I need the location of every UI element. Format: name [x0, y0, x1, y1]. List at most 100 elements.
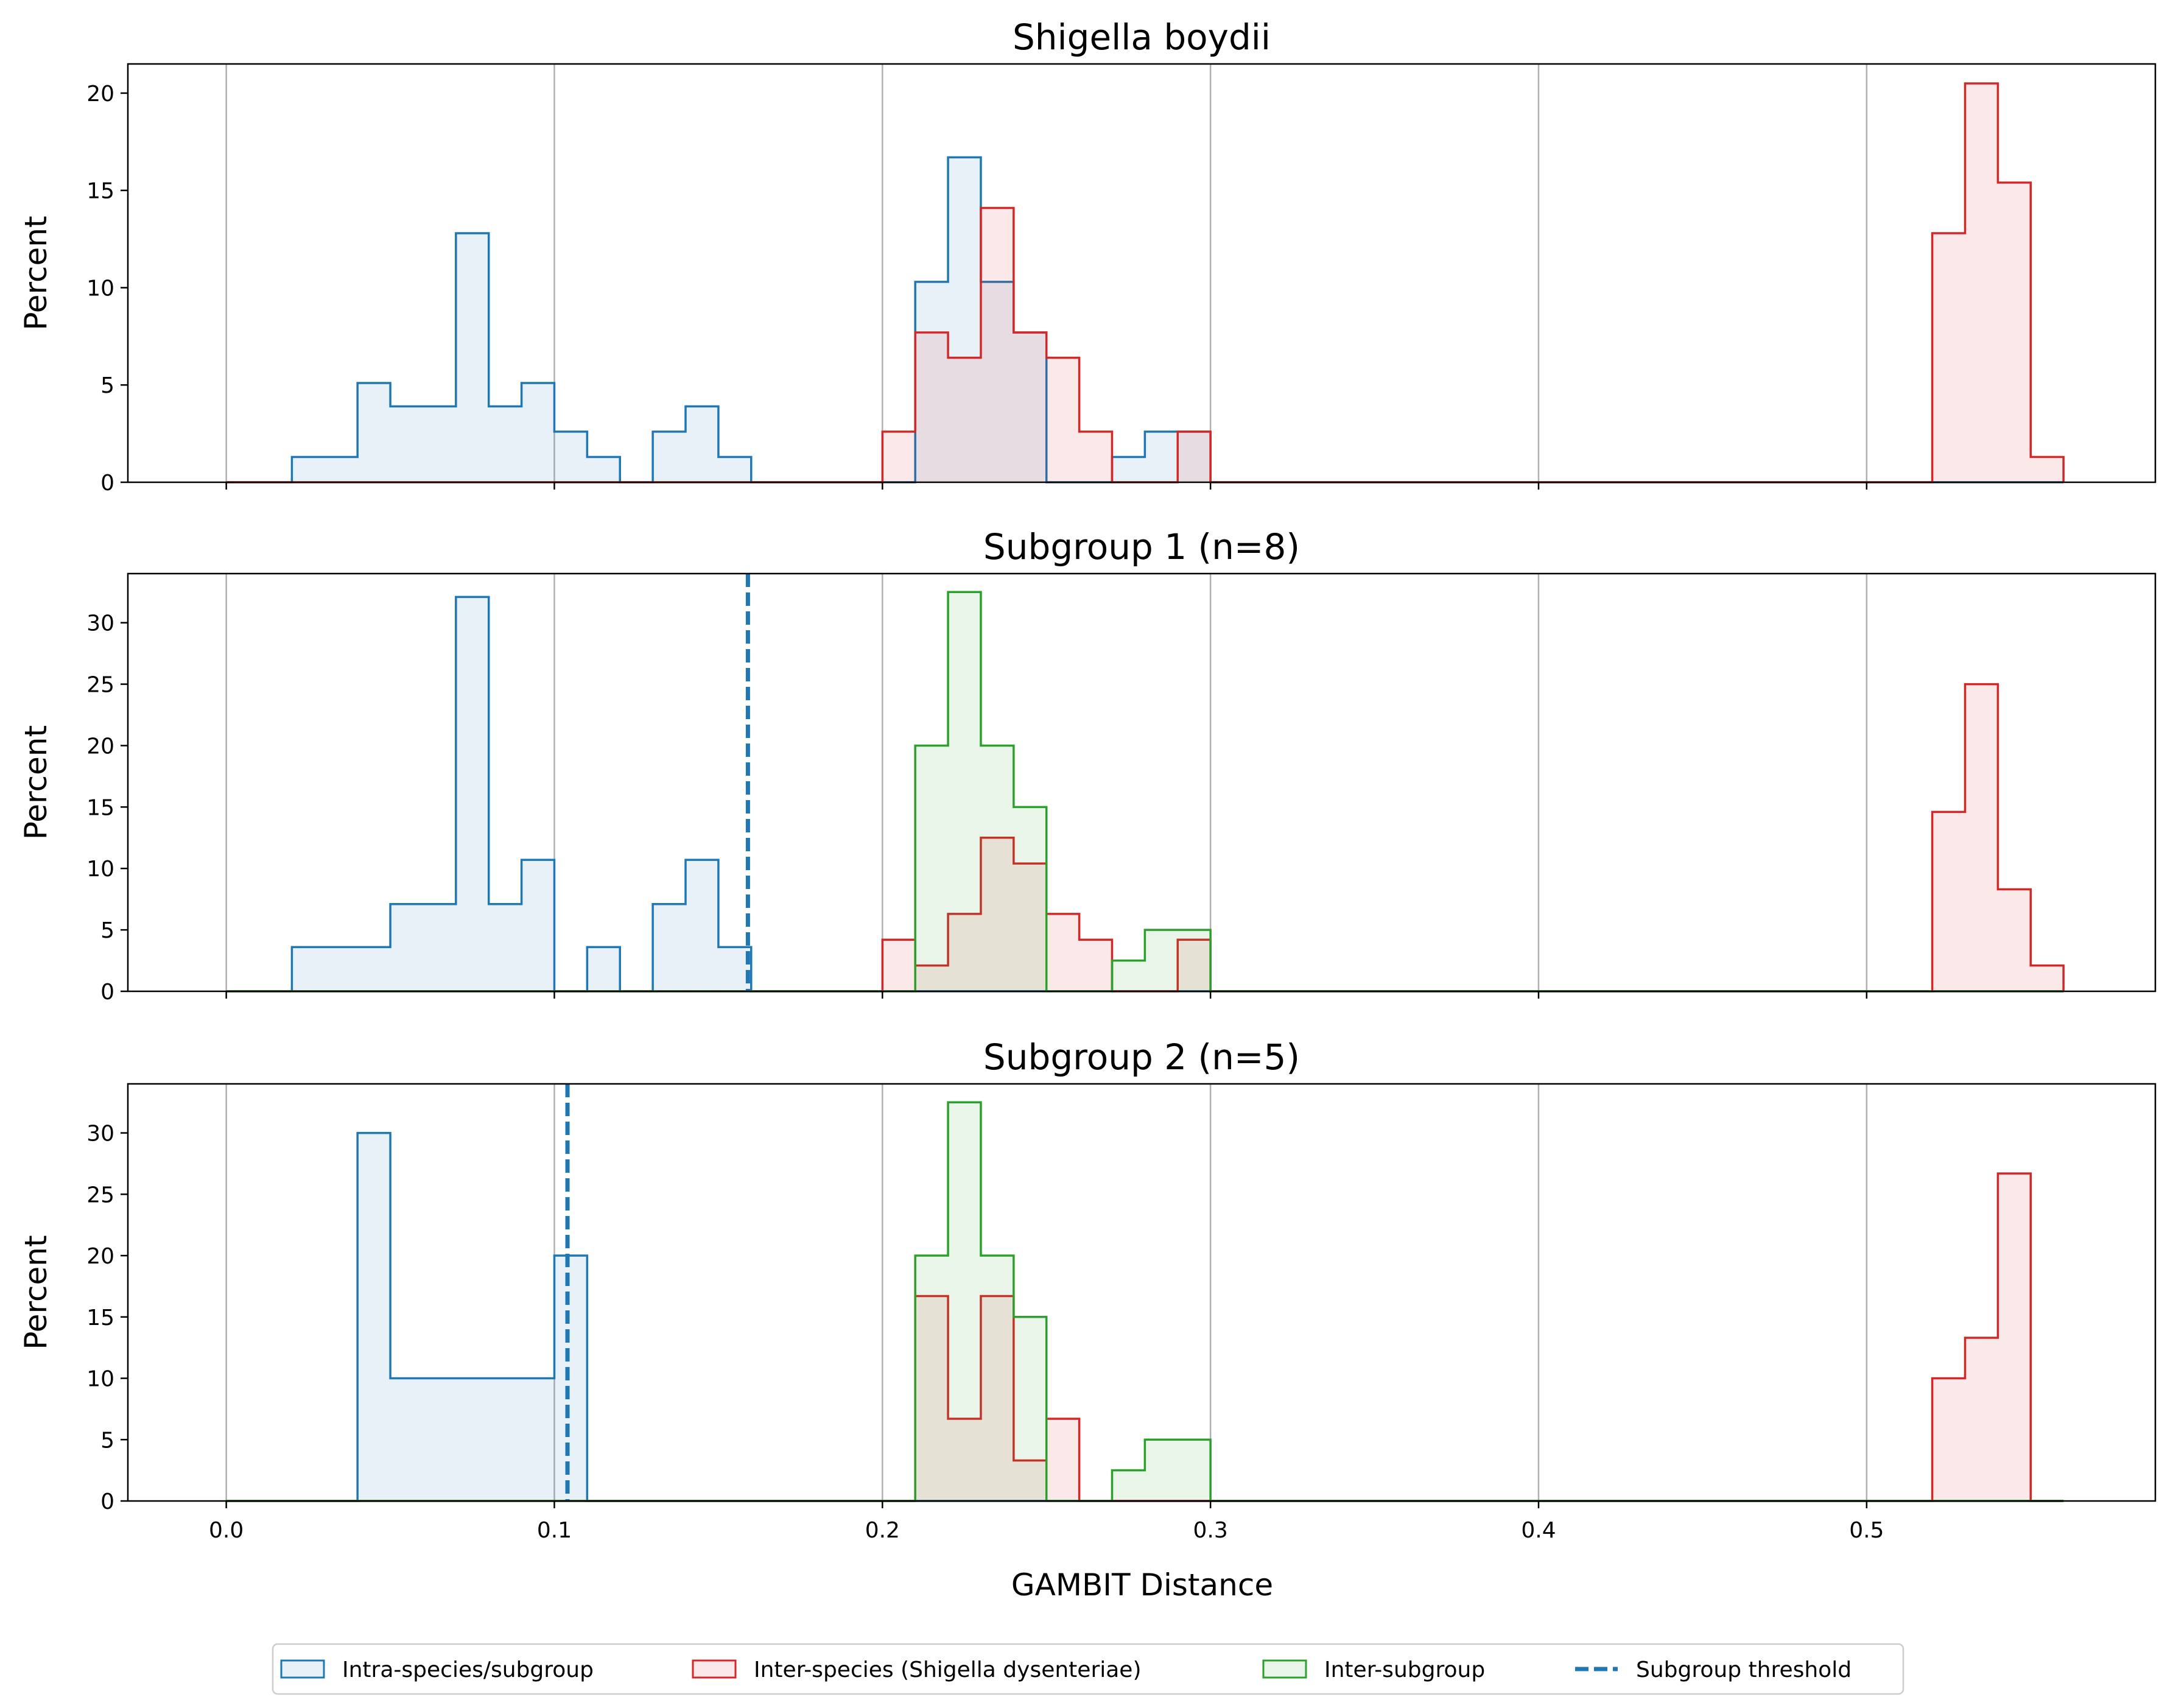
bar	[915, 1256, 949, 1501]
bar	[521, 383, 555, 482]
bar	[1178, 431, 1211, 482]
bar	[718, 457, 751, 482]
bar	[1932, 812, 1965, 991]
panel-title: Subgroup 2 (n=5)	[983, 1036, 1300, 1078]
bar	[686, 406, 718, 482]
bar	[423, 406, 456, 482]
series-inter_species	[226, 82, 2065, 483]
bar	[1965, 1338, 1998, 1501]
legend-item-intra: Intra-species/subgroup	[280, 1657, 594, 1682]
bar	[1145, 431, 1178, 482]
bar	[980, 1256, 1014, 1501]
y-tick-label: 25	[86, 1183, 114, 1207]
bar	[390, 406, 423, 482]
legend-item-threshold: Subgroup threshold	[1575, 1657, 1852, 1682]
bar	[980, 837, 1014, 991]
bar	[423, 904, 456, 991]
bar	[455, 597, 489, 991]
series-inter_species	[226, 683, 2065, 993]
bar	[1013, 1316, 1047, 1501]
bar	[1178, 930, 1211, 991]
legend-label: Intra-species/subgroup	[342, 1657, 594, 1682]
bar	[915, 281, 949, 482]
bar	[1013, 332, 1047, 482]
bar	[653, 431, 686, 482]
y-tick-label: 5	[100, 373, 114, 398]
bar	[325, 457, 358, 482]
legend-swatch	[692, 1659, 737, 1679]
bar	[980, 1296, 1014, 1501]
y-tick-label: 10	[86, 857, 114, 882]
bar	[521, 1378, 555, 1501]
bar	[915, 332, 949, 482]
y-tick-label: 20	[86, 1244, 114, 1269]
bar	[1112, 457, 1145, 482]
bar	[948, 592, 981, 991]
bar	[882, 940, 916, 991]
bar	[980, 281, 1014, 482]
bar	[292, 457, 325, 482]
bar	[948, 1419, 981, 1501]
legend-label: Inter-species (Shigella dysenteriae)	[754, 1657, 1142, 1682]
bar	[292, 947, 325, 991]
legend-swatch	[1262, 1659, 1307, 1679]
bar	[390, 1378, 423, 1501]
bar	[1112, 1470, 1145, 1501]
y-tick-label: 0	[100, 1489, 114, 1514]
series-intra	[226, 596, 2064, 993]
bar	[1079, 431, 1112, 482]
y-tick-label: 5	[100, 918, 114, 943]
legend-label: Subgroup threshold	[1636, 1657, 1852, 1682]
y-tick-label: 15	[86, 795, 114, 820]
bar	[390, 904, 423, 991]
y-axis-label: Percent	[18, 1235, 54, 1349]
x-axis-label: GAMBIT Distance	[1011, 1567, 1273, 1603]
bar	[915, 1296, 949, 1501]
bar	[653, 904, 686, 991]
y-tick-label: 30	[86, 1122, 114, 1147]
bar	[488, 904, 522, 991]
x-tick-label: 0.1	[537, 1518, 572, 1543]
bar	[357, 383, 391, 482]
bar	[357, 1133, 391, 1501]
y-tick-label: 10	[86, 276, 114, 301]
legend-swatch	[280, 1659, 325, 1679]
bar	[1013, 1460, 1047, 1501]
panel-1: 0 5 10 15 20 Shigella boydii Percent	[18, 16, 2157, 496]
bar	[1998, 889, 2031, 991]
plot-frame	[127, 572, 2157, 993]
bar	[2031, 457, 2064, 482]
y-axis-label: Percent	[18, 725, 54, 840]
bar	[2031, 965, 2064, 991]
bar	[882, 431, 916, 482]
bar	[587, 457, 620, 482]
bar	[554, 1256, 588, 1501]
bar	[554, 431, 588, 482]
y-tick-label: 20	[86, 82, 114, 107]
x-tick-label: 0.0	[209, 1518, 244, 1543]
bar	[1112, 960, 1145, 991]
series-intra	[226, 156, 2064, 483]
bar	[1013, 863, 1047, 991]
bar	[948, 913, 981, 991]
plot-frame	[127, 1083, 2157, 1502]
x-tick-label: 0.3	[1193, 1518, 1228, 1543]
legend-label: Inter-subgroup	[1324, 1657, 1485, 1682]
bar	[1932, 1378, 1965, 1501]
bar	[1178, 940, 1211, 991]
legend: Intra-species/subgroup Inter-species (Shi…	[272, 1643, 1904, 1695]
bar	[718, 947, 751, 991]
bar	[915, 965, 949, 991]
y-tick-label: 30	[86, 611, 114, 636]
y-tick-label: 0	[100, 980, 114, 1005]
y-tick-label: 15	[86, 179, 114, 204]
bar	[325, 947, 358, 991]
bar	[1965, 684, 1998, 991]
bar	[1046, 913, 1079, 991]
bar	[455, 1378, 489, 1501]
bar	[488, 406, 522, 482]
y-tick-label: 10	[86, 1367, 114, 1392]
plot-frame	[127, 63, 2157, 483]
y-tick-label: 25	[86, 673, 114, 698]
